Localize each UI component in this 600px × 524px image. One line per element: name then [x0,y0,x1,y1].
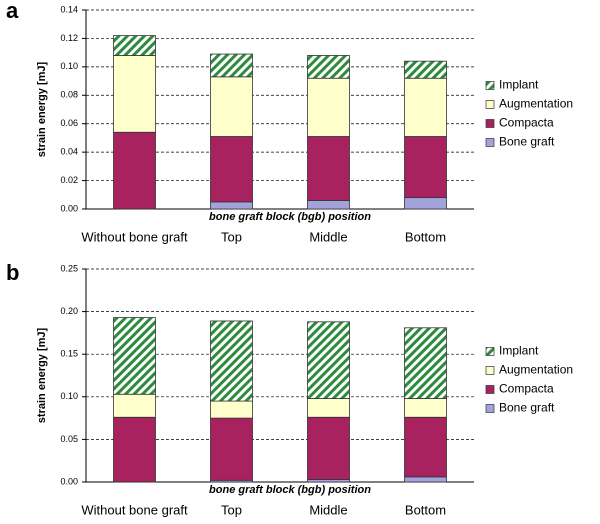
y-tick-label: 0.10 [60,391,78,401]
bar-segment [113,317,156,395]
bar-segment [113,35,156,56]
x-tick-label: Bottom [405,229,446,244]
y-tick-label: 0.12 [60,33,78,43]
x-tick-label: Top [221,229,242,244]
bar-segment [113,393,156,418]
bar-segment [404,60,447,79]
legend-label: Augmentation [499,97,573,111]
legend-swatch [485,119,495,128]
bar-segment [307,136,350,201]
legend-label: Implant [499,78,539,92]
y-axis-label: strain energy [mJ] [36,61,48,157]
y-tick-label: 0.10 [60,61,78,71]
legend-swatch [485,404,495,413]
y-tick-label: 0.14 [60,4,78,14]
panel-label: b [6,260,19,285]
bar-segment [210,53,253,78]
bar-segment [307,398,350,418]
bar-segment [113,55,156,133]
bar-segment [210,417,253,481]
y-axis-label: strain energy [mJ] [36,327,48,423]
bar-segment [404,197,447,210]
bar-segment [307,77,350,137]
y-tick-label: 0.00 [60,203,78,213]
x-axis-label: bone graft block (bgb) position [209,211,371,223]
legend-label: Bone graft [499,401,555,415]
x-tick-label: Bottom [405,502,446,517]
x-tick-label: Without bone graft [81,229,188,244]
bar-segment [404,476,447,483]
bar-segment [404,327,447,399]
legend-swatch [485,138,495,147]
y-tick-label: 0.02 [60,175,78,185]
legend-label: Compacta [499,382,554,396]
bar-segment [307,55,350,79]
bar-segment [210,76,253,137]
legend-swatch [485,347,495,356]
bar-segment [210,320,253,402]
bar-segment [404,416,447,478]
bar-segment [210,400,253,419]
x-tick-label: Middle [309,502,347,517]
bar-segment [404,77,447,137]
panel-label: a [6,0,19,23]
legend-label: Implant [499,344,539,358]
bar-segment [307,321,350,399]
bar-segment [404,136,447,199]
y-tick-label: 0.20 [60,306,78,316]
x-axis-label: bone graft block (bgb) position [209,484,371,496]
y-tick-label: 0.08 [60,90,78,100]
bar-segment [307,200,350,210]
bar-segment [210,136,253,203]
y-tick-label: 0.25 [60,263,78,273]
y-tick-label: 0.00 [60,476,78,486]
y-tick-label: 0.06 [60,118,78,128]
legend-swatch [485,366,495,375]
bar-segment [113,416,156,483]
y-tick-label: 0.15 [60,349,78,359]
legend-label: Augmentation [499,363,573,377]
bar-segment [210,201,253,210]
legend-label: Compacta [499,116,554,130]
x-tick-label: Middle [309,229,347,244]
x-tick-label: Top [221,502,242,517]
bar-segment [113,131,156,210]
legend-label: Bone graft [499,135,555,149]
legend-swatch [485,385,495,394]
x-tick-label: Without bone graft [81,502,188,517]
y-tick-label: 0.04 [60,147,78,157]
bar-segment [307,416,350,480]
legend-swatch [485,100,495,109]
y-tick-label: 0.05 [60,434,78,444]
legend-swatch [485,81,495,90]
bar-segment [404,398,447,418]
